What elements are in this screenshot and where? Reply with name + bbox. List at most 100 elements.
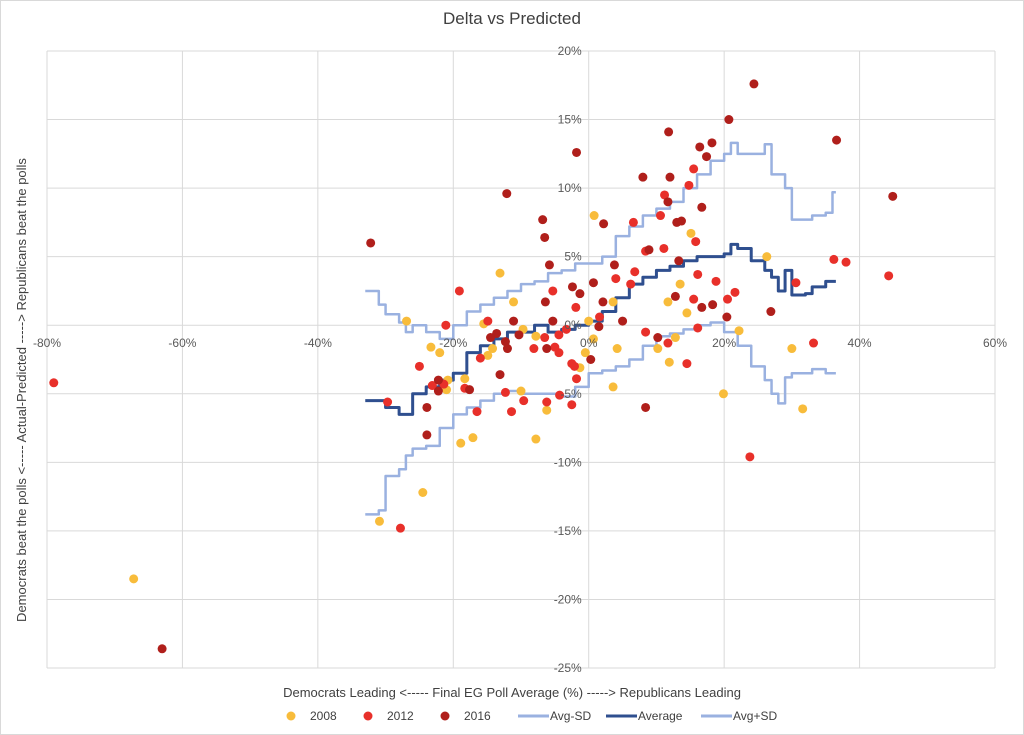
data-point-2016 xyxy=(618,316,628,326)
data-point-2008 xyxy=(798,404,808,414)
data-point-2016 xyxy=(663,197,673,207)
x-tick-label: -60% xyxy=(168,336,196,350)
data-point-2008 xyxy=(374,516,384,526)
series-line-avg-sd xyxy=(365,141,836,341)
data-point-2008 xyxy=(129,574,139,584)
y-tick-label: 20% xyxy=(558,44,582,58)
legend-item-avg-sd: Avg-SD xyxy=(518,709,591,723)
series-points xyxy=(49,79,898,654)
data-point-2012 xyxy=(630,267,640,277)
data-point-2012 xyxy=(555,390,565,400)
data-point-2008 xyxy=(682,308,692,318)
data-point-2008 xyxy=(580,348,590,358)
data-point-2016 xyxy=(599,219,609,229)
data-point-2008 xyxy=(664,357,674,367)
data-point-2008 xyxy=(734,326,744,336)
data-point-2012 xyxy=(711,276,721,286)
y-tick-label: 0% xyxy=(564,318,582,332)
data-point-2012 xyxy=(884,271,894,281)
chart-title: Delta vs Predicted xyxy=(443,9,581,28)
data-point-2016 xyxy=(766,307,776,317)
y-tick-label: -25% xyxy=(554,661,582,675)
data-point-2012 xyxy=(441,320,451,330)
data-point-2008 xyxy=(663,297,673,307)
x-tick-label: -80% xyxy=(33,336,61,350)
legend-marker xyxy=(286,711,296,721)
data-point-2008 xyxy=(588,334,598,344)
data-point-2016 xyxy=(708,300,718,310)
data-point-2016 xyxy=(433,386,443,396)
data-point-2016 xyxy=(722,312,732,322)
data-point-2012 xyxy=(684,180,694,190)
legend-label: 2016 xyxy=(464,709,491,723)
data-point-2012 xyxy=(723,294,733,304)
legend: 2008 2012 2016 Avg-SD Average Avg+SD xyxy=(286,709,777,723)
data-point-2012 xyxy=(641,327,651,337)
x-tick-label: 0% xyxy=(580,336,598,350)
data-point-2012 xyxy=(567,400,577,410)
data-point-2012 xyxy=(383,397,393,407)
data-point-2008 xyxy=(456,438,466,448)
data-point-2016 xyxy=(509,316,519,326)
data-point-2012 xyxy=(554,330,564,340)
data-point-2016 xyxy=(548,316,558,326)
data-point-2012 xyxy=(626,279,636,289)
data-point-2008 xyxy=(718,389,728,399)
data-point-2016 xyxy=(544,260,554,270)
data-point-2008 xyxy=(670,333,680,343)
data-point-2012 xyxy=(414,361,424,371)
y-tick-label: 5% xyxy=(564,250,582,264)
y-tick-label: -5% xyxy=(560,387,582,401)
data-point-2016 xyxy=(598,297,608,307)
data-point-2016 xyxy=(540,297,550,307)
data-point-2008 xyxy=(653,344,663,354)
data-point-2012 xyxy=(660,190,670,200)
data-point-2012 xyxy=(745,452,755,462)
data-point-2016 xyxy=(542,344,552,354)
data-point-2008 xyxy=(589,211,599,221)
legend-item-2008: 2008 xyxy=(286,709,337,723)
data-point-2012 xyxy=(682,359,692,369)
data-point-2016 xyxy=(653,333,663,343)
data-point-2008 xyxy=(495,268,505,278)
data-point-2016 xyxy=(888,191,898,201)
data-point-2016 xyxy=(514,330,524,340)
data-point-2012 xyxy=(561,324,571,334)
series-line-avg-sd xyxy=(365,321,836,516)
data-point-2008 xyxy=(787,344,797,354)
data-point-2012 xyxy=(529,344,539,354)
data-point-2012 xyxy=(809,338,819,348)
data-point-2012 xyxy=(475,353,485,363)
data-point-2016 xyxy=(676,216,686,226)
data-point-2016 xyxy=(157,644,167,654)
data-point-2012 xyxy=(791,278,801,288)
data-point-2008 xyxy=(584,316,594,326)
data-point-2016 xyxy=(707,138,717,148)
data-point-2012 xyxy=(691,237,701,247)
data-point-2008 xyxy=(435,348,445,358)
data-point-2016 xyxy=(695,142,705,152)
data-point-2012 xyxy=(540,333,550,343)
y-tick-label: -10% xyxy=(554,455,582,469)
data-point-2008 xyxy=(468,433,478,443)
data-point-2012 xyxy=(427,381,437,391)
data-point-2016 xyxy=(749,79,759,89)
data-point-2016 xyxy=(665,172,675,182)
legend-item-average: Average xyxy=(606,709,683,723)
legend-marker xyxy=(440,711,450,721)
data-point-2012 xyxy=(693,323,703,333)
data-point-2016 xyxy=(594,322,604,332)
data-point-2008 xyxy=(418,487,428,497)
data-point-2008 xyxy=(608,297,618,307)
data-point-2016 xyxy=(724,115,734,125)
data-point-2012 xyxy=(472,407,482,417)
legend-label: 2008 xyxy=(310,709,337,723)
data-point-2008 xyxy=(542,405,552,415)
data-point-2016 xyxy=(572,147,582,157)
data-point-2008 xyxy=(531,331,541,341)
tick-labels: -80% -60% -40% -20% 0% 20% 40% 60% -25% -20% -15% -… xyxy=(33,44,1007,675)
data-point-2012 xyxy=(689,294,699,304)
y-tick-label: 10% xyxy=(558,181,582,195)
data-point-2008 xyxy=(402,316,412,326)
